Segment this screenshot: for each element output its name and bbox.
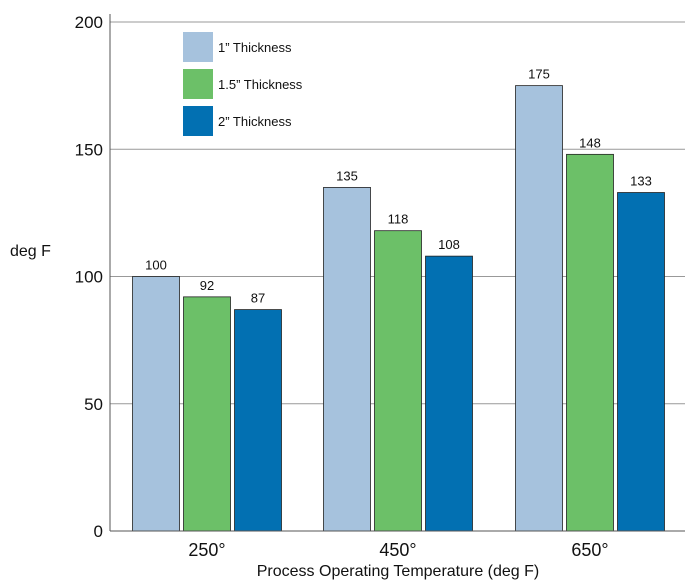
y-tick-label: 150	[75, 140, 103, 159]
bar	[566, 153, 614, 532]
data-label: 87	[251, 291, 265, 306]
y-tick-label: 200	[75, 13, 103, 32]
legend-swatch	[183, 106, 213, 136]
bar	[132, 276, 180, 532]
data-label: 175	[528, 67, 550, 82]
data-label: 148	[579, 135, 601, 150]
x-tick-label: 650°	[571, 540, 608, 560]
bar	[374, 230, 422, 532]
legend-swatch	[183, 69, 213, 99]
legend-label: 1” Thickness	[218, 40, 292, 55]
legend-swatch	[183, 32, 213, 62]
data-label: 133	[630, 174, 652, 189]
y-tick-label: 50	[84, 395, 103, 414]
axes	[109, 14, 685, 532]
y-tick-label: 0	[94, 522, 103, 541]
x-tick-label: 450°	[379, 540, 416, 560]
bar	[515, 85, 563, 532]
bar	[183, 296, 231, 532]
x-axis-title: Process Operating Temperature (deg F)	[257, 563, 540, 580]
x-tick-label: 250°	[188, 540, 225, 560]
bar	[617, 192, 665, 532]
bar	[323, 187, 371, 532]
bars	[132, 85, 665, 532]
y-tick-label: 100	[75, 268, 103, 287]
y-tick-labels: 0 50 100 150 200	[75, 13, 103, 541]
bar	[234, 309, 282, 532]
legend-label: 2” Thickness	[218, 114, 292, 129]
data-labels: 100 92 87 135 118 108 175 148 133	[145, 67, 652, 306]
legend: 1” Thickness 1.5” Thickness 2” Thickness	[183, 32, 303, 136]
legend-label: 1.5” Thickness	[218, 77, 303, 92]
data-label: 100	[145, 258, 167, 273]
y-axis-title: deg F	[10, 243, 51, 260]
bar	[425, 255, 473, 532]
data-label: 118	[388, 212, 409, 227]
data-label: 92	[200, 278, 214, 293]
x-tick-labels: 250° 450° 650°	[188, 540, 608, 560]
data-label: 135	[336, 168, 358, 183]
data-label: 108	[438, 237, 460, 252]
